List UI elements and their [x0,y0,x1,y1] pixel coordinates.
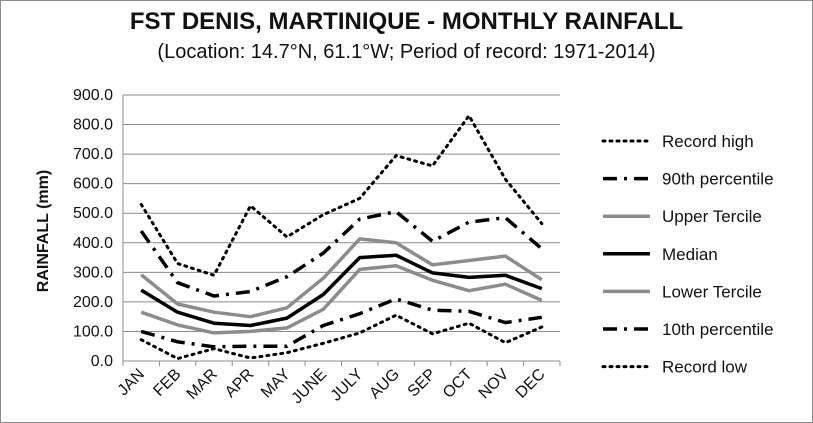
y-tick-label: 400.0 [73,235,113,252]
legend-label: Lower Tercile [662,282,762,301]
x-tick-label: AUG [366,366,403,403]
y-tick-label: 500.0 [73,205,113,222]
x-tick-label: APR [222,366,257,401]
series-line-record-low [139,313,544,361]
x-tick-label: OCT [440,366,476,402]
series-lines [139,114,544,361]
x-tick-label: JUNE [289,366,331,408]
series-line-upper-tercile [140,237,543,319]
y-tick-label: 100.0 [73,323,113,340]
series-line-record-high [139,114,544,277]
series-line-10th-percentile [140,297,543,349]
series-line-median [140,253,543,328]
series-line-90th-percentile [139,209,543,298]
legend-label: Upper Tercile [662,207,762,226]
legend-label: Record high [662,132,754,151]
y-tick-label: 200.0 [73,294,113,311]
x-tick-label: MAR [184,366,221,403]
legend-label: Median [662,245,718,264]
legend-label: 90th percentile [662,170,774,189]
x-tick-label: NOV [476,366,513,403]
y-axis-label: RAINFALL (mm) [35,170,52,292]
y-tick-label: 700.0 [73,146,113,163]
y-tick-labels: 0.0 100.0 200.0 300.0 400.0 500.0 600.0 700.0 80… [73,87,113,370]
x-tick-label: JULY [328,366,367,405]
y-tick-label: 0.0 [91,353,113,370]
series-line-lower-tercile [140,264,543,335]
x-tick-label: SEP [405,366,440,401]
x-tick-label: DEC [513,366,549,402]
legend-label: Record low [662,358,748,377]
legend-label: 10th percentile [662,320,774,339]
chart-subtitle: (Location: 14.7°N, 61.1°W; Period of rec… [157,41,656,63]
y-tick-label: 900.0 [73,87,113,104]
axes [122,95,561,366]
x-tick-label: FEB [150,366,184,400]
chart-title: FST DENIS, MARTINIQUE - MONTHLY RAINFALL [129,8,684,35]
x-tick-label: JAN [115,366,148,399]
y-tick-label: 600.0 [73,176,113,193]
y-tick-label: 300.0 [73,264,113,281]
grid-lines [123,94,560,332]
legend: Record high 90th percentile Upper Tercile M… [601,132,774,377]
y-tick-label: 800.0 [73,117,113,134]
